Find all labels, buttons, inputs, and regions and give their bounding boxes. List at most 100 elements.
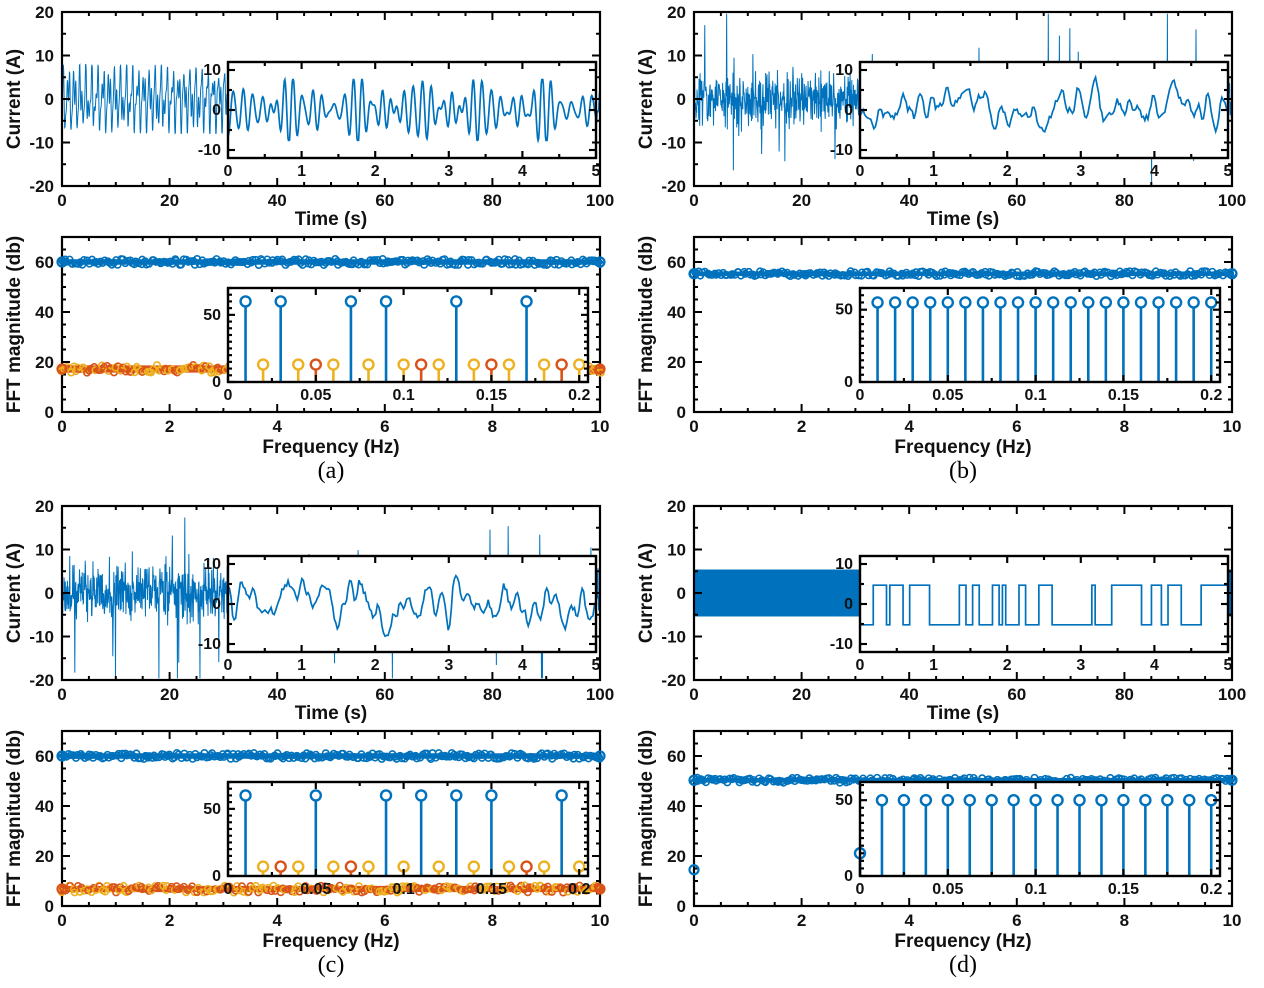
- stem-marker: [994, 296, 1007, 309]
- time-y-tick-label: 20: [667, 497, 686, 516]
- panel-b: 10 0 -10 0 1 2 3 4 5 0 20 40 60 80 100 -20 -10 0 10 20 Time …: [632, 0, 1264, 494]
- time-y-tick-label: 10: [35, 541, 54, 560]
- fft-y-tick-label: 20: [35, 847, 54, 866]
- time-plot: 100-100 1 2 3 4 50 20 40 60 80 100-20-1001020Time …: [4, 3, 614, 230]
- inset-x-tick-label: 4: [518, 163, 527, 180]
- stem-marker: [573, 358, 586, 371]
- inset-x-tick-label: 0: [856, 657, 865, 674]
- axes-border: [858, 780, 1222, 878]
- stem-marker: [432, 860, 445, 873]
- inset-y-tick-label: 0: [212, 596, 221, 613]
- panel-d-charts: 10 0 -10 0 1 2 3 4 5 0 20 40 60 80 100 -20 -10 0 10 20 Time …: [632, 494, 1264, 988]
- stem-marker: [537, 358, 551, 371]
- fft-x-tick-label: 6: [1012, 911, 1021, 930]
- fft-inset-y-tick-label: 50: [203, 801, 221, 818]
- fft-y-tick-label: 0: [45, 403, 54, 422]
- fft-inset-x-tick-label: 0.2: [1200, 387, 1222, 404]
- panel-d: 10 0 -10 0 1 2 3 4 5 0 20 40 60 80 100 -20 -10 0 10 20 Time …: [632, 494, 1264, 988]
- panel-d-caption: (d): [949, 952, 977, 978]
- stem-marker: [274, 860, 287, 873]
- time-x-tick-label: 80: [1115, 685, 1134, 704]
- time-y-tick-label: 10: [667, 541, 686, 560]
- stem-marker: [1029, 793, 1042, 807]
- axes-border: [858, 286, 1222, 384]
- fft-x-tick-label: 10: [1223, 911, 1242, 930]
- stem-marker: [1007, 793, 1020, 807]
- time-y-tick-label: -10: [29, 134, 54, 153]
- time-x-tick-label: 60: [1007, 685, 1026, 704]
- stem-marker: [379, 295, 393, 308]
- stem-marker: [1051, 793, 1064, 807]
- fft-y-tick-label: 40: [35, 303, 54, 322]
- fft-inset: 0 50 0 0.05 0.1 0.15 0.2: [203, 780, 590, 898]
- time-x-tick-label: 100: [1218, 685, 1246, 704]
- stem-marker: [414, 789, 428, 802]
- inset-x-tick-label: 1: [297, 657, 306, 674]
- time-y-tick-label: 10: [667, 47, 686, 66]
- time-y-tick-label: -10: [661, 628, 686, 647]
- time-y-tick-label: -20: [661, 177, 686, 196]
- fft-x-tick-label: 6: [1012, 417, 1021, 436]
- inset-x-tick-label: 4: [518, 657, 527, 674]
- stem-marker: [274, 295, 287, 308]
- time-x-tick-label: 20: [792, 685, 811, 704]
- fft-plot: 0 50 0 0.05 0.1 0.15 0.2 0 2 4 6 8 10 0 20 40 60 Frequenc…: [636, 236, 1241, 458]
- inset-x-tick-label: 3: [1076, 657, 1085, 674]
- fft-inset-x-tick-label: 0.2: [568, 387, 590, 404]
- time-y-tick-label: -20: [661, 671, 686, 690]
- stem-marker: [959, 296, 972, 309]
- time-x-tick-label: 80: [1115, 191, 1134, 210]
- stem-marker: [555, 789, 568, 802]
- stem-marker: [432, 358, 445, 371]
- stem-marker: [362, 860, 375, 873]
- fft-x-tick-label: 8: [1120, 417, 1129, 436]
- stem-marker: [309, 789, 323, 802]
- inset-x-tick-label: 3: [444, 163, 453, 180]
- stem-marker: [1029, 296, 1042, 309]
- stem-marker: [941, 296, 955, 309]
- fft-x-tick-label: 8: [1120, 911, 1129, 930]
- fft-x-tick-label: 4: [272, 417, 282, 436]
- panel-b-charts: 10 0 -10 0 1 2 3 4 5 0 20 40 60 80 100 -20 -10 0 10 20 Time …: [632, 0, 1264, 494]
- stem-marker: [292, 358, 305, 371]
- time-y-tick-label: -10: [661, 134, 686, 153]
- fft-x-tick-label: 4: [272, 911, 282, 930]
- fft-x-axis-label: Frequency (Hz): [894, 931, 1031, 952]
- time-x-tick-label: 40: [900, 191, 919, 210]
- inset-x-tick-label: 0: [856, 163, 865, 180]
- panel-d-chart: 100-100 1 2 3 4 50 20 40 60 80 100-20-1001020Time …: [636, 497, 1246, 952]
- panel-b-chart: 100-100 1 2 3 4 50 20 40 60 80 100-20-1001020Time …: [636, 3, 1246, 458]
- inset-y-tick-label: 0: [212, 102, 221, 119]
- stem-marker: [344, 860, 358, 873]
- inset-x-tick-label: 4: [1150, 657, 1159, 674]
- stem-marker: [963, 793, 976, 807]
- stem-marker: [450, 295, 463, 308]
- time-x-tick-label: 20: [160, 191, 179, 210]
- stem-marker: [1117, 296, 1130, 309]
- time-y-tick-label: 20: [35, 3, 54, 22]
- time-plot: 100-100 1 2 3 4 50 20 40 60 80 100-20-1001020Time …: [4, 497, 614, 724]
- time-x-axis-label: Time (s): [295, 209, 368, 230]
- fft-inset-x-tick-label: 0.2: [568, 881, 590, 898]
- fft-inset-x-tick-label: 0.15: [1108, 387, 1139, 404]
- panel-a-chart: 100-100 1 2 3 4 50 20 40 60 80 100-20-1001020Time …: [4, 3, 614, 458]
- time-y-tick-label: 0: [45, 90, 54, 109]
- fft-plot: 0 50 0 0.05 0.1 0.15 0.2 0 2 4 6 8 10 0 20 40 60 Frequenc…: [636, 730, 1241, 952]
- fft-y-tick-label: 60: [667, 253, 686, 272]
- stem-marker: [1183, 793, 1196, 807]
- panel-b-caption: (b): [949, 458, 977, 484]
- stem-marker: [344, 295, 358, 308]
- panel-c-caption: (c): [317, 952, 345, 978]
- fft-inset-y-tick-label: 0: [844, 374, 853, 391]
- stem-marker: [1161, 793, 1174, 807]
- inset-x-tick-label: 2: [1003, 657, 1012, 674]
- stem-marker: [875, 793, 889, 807]
- fft-x-axis-label: Frequency (Hz): [894, 437, 1031, 458]
- fft-inset-x-tick-label: 0.1: [392, 387, 414, 404]
- fft-x-axis-label: Frequency (Hz): [262, 437, 399, 458]
- time-y-tick-label: 0: [45, 584, 54, 603]
- fft-x-tick-label: 0: [689, 911, 698, 930]
- time-plot: 100-100 1 2 3 4 50 20 40 60 80 100-20-1001020Time …: [636, 3, 1246, 230]
- stem-marker: [362, 358, 375, 371]
- fft-x-tick-label: 4: [904, 911, 914, 930]
